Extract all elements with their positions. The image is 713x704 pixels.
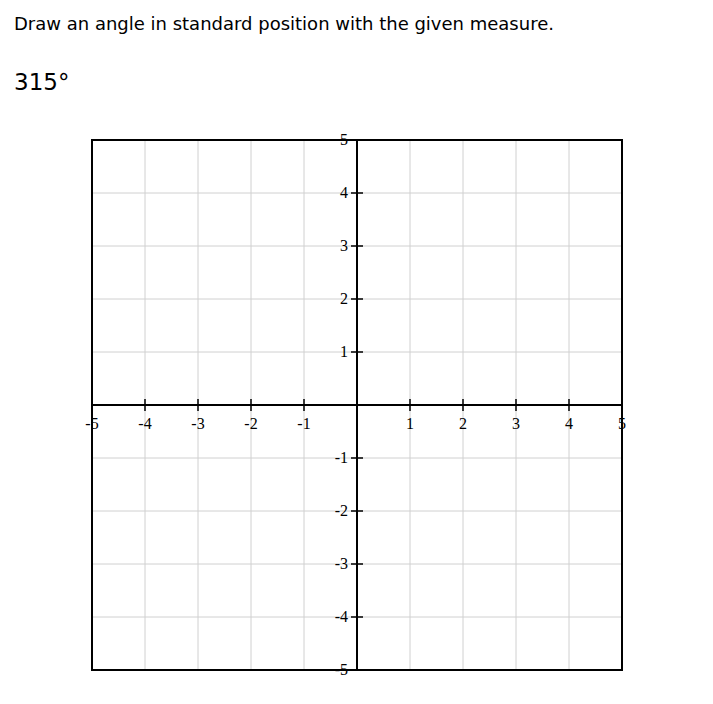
y-tick-label: -5 — [335, 661, 348, 678]
y-tick — [351, 351, 363, 353]
grid-line-x — [145, 140, 146, 670]
x-tick — [303, 399, 305, 411]
grid-line-y — [92, 299, 622, 300]
x-tick-label: -1 — [297, 415, 310, 432]
y-tick — [351, 616, 363, 618]
angle-label: 315° — [14, 69, 69, 95]
x-tick — [568, 399, 570, 411]
y-tick-label: 4 — [340, 184, 348, 201]
grid-line-x — [251, 140, 252, 670]
x-tick — [409, 399, 411, 411]
y-tick — [351, 192, 363, 194]
x-tick-label: -3 — [191, 415, 204, 432]
grid-line-y — [92, 458, 622, 459]
x-tick — [462, 399, 464, 411]
grid — [92, 140, 622, 670]
x-tick — [621, 399, 623, 411]
grid-line-x — [198, 140, 199, 670]
y-tick-label: -3 — [335, 555, 348, 572]
plot-area — [92, 140, 622, 670]
y-tick — [351, 563, 363, 565]
title: Draw an angle in standard position with … — [14, 13, 554, 34]
grid-line-y — [92, 617, 622, 618]
y-axis — [356, 140, 358, 670]
y-tick-label: -1 — [335, 449, 348, 466]
y-tick — [351, 298, 363, 300]
plot-frame — [92, 140, 622, 670]
y-tick — [351, 510, 363, 512]
y-tick — [351, 139, 363, 141]
x-tick — [197, 399, 199, 411]
x-tick-label: 4 — [565, 415, 573, 432]
grid-line-x — [463, 140, 464, 670]
x-tick-label: 3 — [512, 415, 520, 432]
x-tick — [250, 399, 252, 411]
grid-line-x — [410, 140, 411, 670]
x-tick-label: 1 — [406, 415, 414, 432]
x-tick — [144, 399, 146, 411]
grid-line-y — [92, 511, 622, 512]
grid-line-y — [92, 352, 622, 353]
chart: Draw an angle in standard position with … — [0, 0, 713, 704]
grid-line-x — [516, 140, 517, 670]
y-tick-label: 5 — [340, 131, 348, 148]
y-tick — [351, 245, 363, 247]
grid-line-y — [92, 564, 622, 565]
grid-line-y — [92, 193, 622, 194]
grid-line-x — [304, 140, 305, 670]
grid-line-y — [92, 246, 622, 247]
x-tick-label: 5 — [618, 415, 626, 432]
y-tick — [351, 457, 363, 459]
plot-background — [92, 140, 622, 670]
x-tick-label: 2 — [459, 415, 467, 432]
x-tick — [515, 399, 517, 411]
y-tick — [351, 669, 363, 671]
x-tick-label: -5 — [85, 415, 98, 432]
x-tick-label: -2 — [244, 415, 257, 432]
x-tick-label: -4 — [138, 415, 151, 432]
y-tick-label: -2 — [335, 502, 348, 519]
y-tick-label: -4 — [335, 608, 348, 625]
y-tick-label: 2 — [340, 290, 348, 307]
x-tick — [91, 399, 93, 411]
y-tick-label: 3 — [340, 237, 348, 254]
y-tick-label: 1 — [340, 343, 348, 360]
tick-labels: -5 -4 -3 -2 -1 1 2 3 4 5 -5 -4 -3 -2 -1 1 2 3 4 5 — [85, 131, 626, 678]
grid-line-x — [569, 140, 570, 670]
